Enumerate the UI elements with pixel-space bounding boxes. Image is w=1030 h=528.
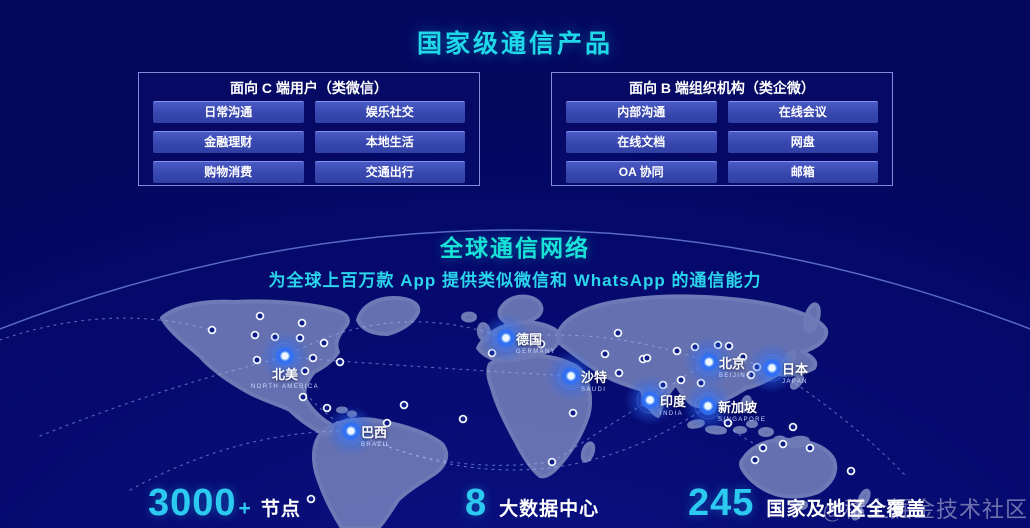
- feature-chip-meeting[interactable]: 在线会议: [727, 101, 878, 123]
- stat-nodes: 3000 + 节点: [148, 482, 301, 525]
- stat-nodes-label: 节点: [260, 499, 301, 520]
- panel-b-end: 面向 B 端组织机构（类企微） 内部沟通 在线会议 在线文档 网盘 OA 协同 …: [551, 72, 893, 186]
- stat-datacenters-label: 大数据中心: [499, 499, 600, 520]
- network-node-icon: [255, 311, 265, 321]
- stat-coverage-value: 245: [688, 482, 755, 524]
- network-node-icon: [298, 392, 308, 402]
- feature-chip-netdisk[interactable]: 网盘: [727, 131, 878, 153]
- feature-chip-mail[interactable]: 邮箱: [727, 161, 878, 183]
- network-node-icon: [252, 355, 262, 365]
- stat-coverage: 245 国家及地区全覆盖: [688, 482, 926, 525]
- city-node-icon: [546, 351, 596, 401]
- network-node-icon: [308, 353, 318, 363]
- page-title: 国家级通信产品: [416, 30, 613, 58]
- feature-chip-internal-chat[interactable]: 内部沟通: [566, 101, 717, 123]
- stat-datacenters: 8 大数据中心: [465, 482, 599, 525]
- network-node-icon: [458, 414, 468, 424]
- network-node-icon: [536, 339, 546, 349]
- city-node-icon: [683, 381, 733, 431]
- feature-chip-docs[interactable]: 在线文档: [566, 131, 717, 153]
- network-node-icon: [758, 443, 768, 453]
- stat-datacenters-value: 8: [465, 482, 488, 524]
- city-node-icon: [625, 375, 675, 425]
- feature-chip-finance[interactable]: 金融理财: [153, 131, 304, 153]
- network-node-icon: [778, 439, 788, 449]
- network-node-icon: [672, 346, 682, 356]
- feature-chip-transport[interactable]: 交通出行: [314, 161, 465, 183]
- network-node-icon: [306, 494, 316, 504]
- city-nodes-layer: [260, 313, 797, 456]
- network-section-title: 全球通信网络: [440, 235, 590, 261]
- panel-b-title: 面向 B 端组织机构（类企微）: [629, 80, 815, 96]
- feature-chip-oa[interactable]: OA 协同: [566, 161, 717, 183]
- network-node-icon: [846, 466, 856, 476]
- network-node-icon: [297, 318, 307, 328]
- network-node-icon: [547, 457, 557, 467]
- network-node-icon: [805, 443, 815, 453]
- city-node-icon: [260, 331, 310, 381]
- network-node-icon: [642, 353, 652, 363]
- network-node-icon: [207, 325, 217, 335]
- stat-nodes-suffix: +: [238, 497, 251, 520]
- network-node-icon: [738, 352, 748, 362]
- network-node-icon: [568, 408, 578, 418]
- feature-chip-social[interactable]: 娱乐社交: [314, 101, 465, 123]
- panel-c-title: 面向 C 端用户（类微信）: [230, 80, 388, 96]
- network-node-icon: [788, 422, 798, 432]
- city-node-icon: [481, 313, 531, 363]
- stat-nodes-value: 3000: [148, 482, 237, 524]
- feature-chip-local-life[interactable]: 本地生活: [314, 131, 465, 153]
- network-node-icon: [399, 400, 409, 410]
- network-node-icon: [322, 403, 332, 413]
- watermark: @稀土掘金技术社区: [822, 497, 1028, 522]
- network-node-icon: [750, 455, 760, 465]
- network-node-icon: [614, 368, 624, 378]
- network-node-icon: [382, 418, 392, 428]
- panel-c-grid: 日常沟通 娱乐社交 金融理财 本地生活 购物消费 交通出行: [153, 101, 465, 183]
- feature-chip-daily-chat[interactable]: 日常沟通: [153, 101, 304, 123]
- network-node-icon: [613, 328, 623, 338]
- city-node-icon: [684, 337, 734, 387]
- network-node-icon: [250, 330, 260, 340]
- globe-arc: [0, 229, 1030, 330]
- feature-chip-shopping[interactable]: 购物消费: [153, 161, 304, 183]
- panel-c-end: 面向 C 端用户（类微信） 日常沟通 娱乐社交 金融理财 本地生活 购物消费 交…: [138, 72, 480, 186]
- network-node-icon: [335, 357, 345, 367]
- network-section-subtitle: 为全球上百万款 App 提供类似微信和 WhatsApp 的通信能力: [268, 271, 762, 290]
- network-node-icon: [600, 349, 610, 359]
- stat-coverage-label: 国家及地区全覆盖: [766, 499, 927, 520]
- city-node-icon: [326, 406, 376, 456]
- network-node-icon: [676, 375, 686, 385]
- city-node-icon: [747, 343, 797, 393]
- network-node-icon: [319, 338, 329, 348]
- panel-b-grid: 内部沟通 在线会议 在线文档 网盘 OA 协同 邮箱: [566, 101, 878, 183]
